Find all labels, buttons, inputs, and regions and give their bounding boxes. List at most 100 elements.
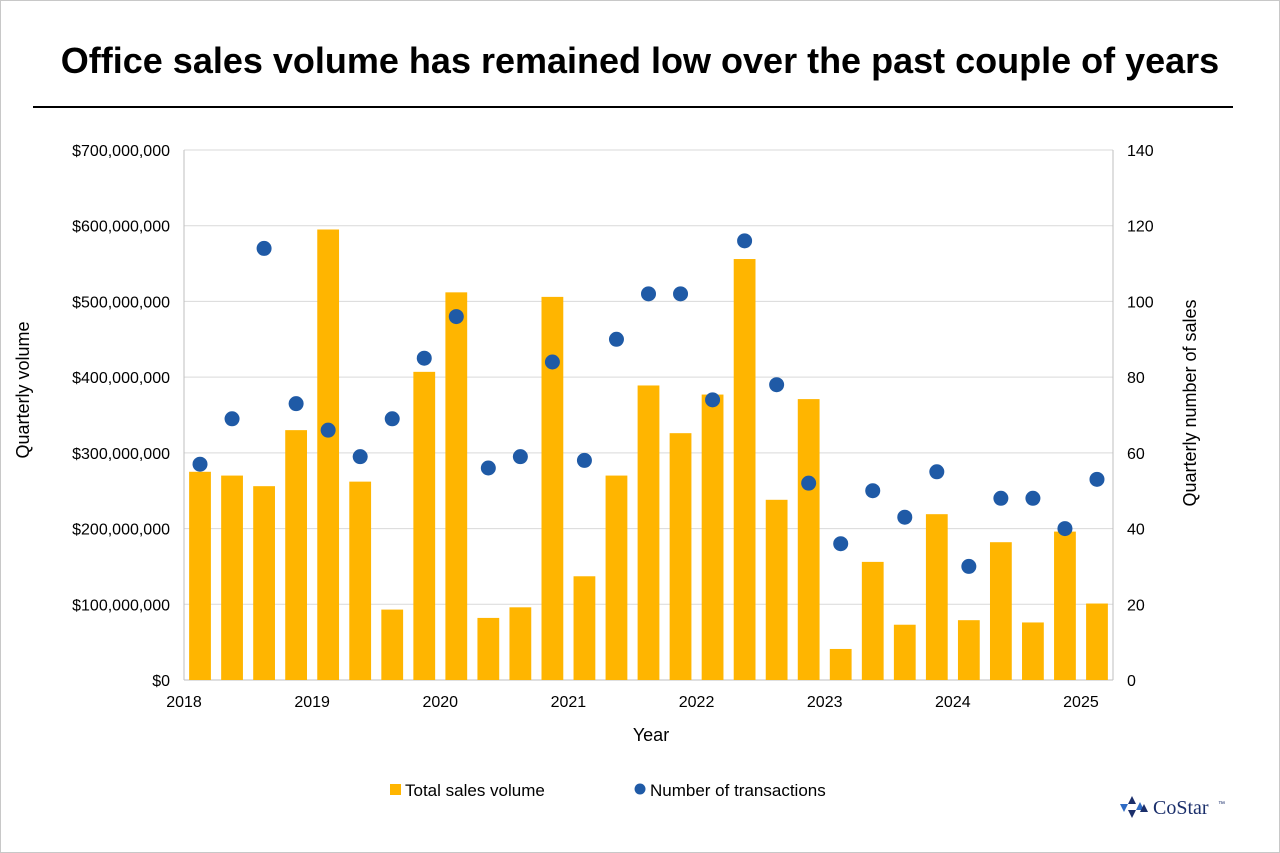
- bar: [413, 371, 436, 680]
- y-tick-label: $400,000,000: [72, 370, 170, 387]
- bar: [957, 620, 980, 680]
- data-point: [961, 558, 977, 574]
- costar-logo: CoStar ™: [1120, 790, 1230, 824]
- legend-swatch-dot: [634, 783, 646, 795]
- data-point: [673, 286, 689, 302]
- x-tick-label: 2023: [807, 694, 843, 711]
- data-point: [737, 233, 753, 249]
- bar: [989, 542, 1012, 680]
- bar: [253, 486, 275, 680]
- bar: [765, 499, 788, 680]
- legend-label-dot: Number of transactions: [650, 781, 826, 800]
- bar: [509, 607, 532, 680]
- y2-tick-label: 60: [1127, 446, 1145, 463]
- data-point: [1057, 521, 1073, 537]
- data-point: [1025, 490, 1041, 506]
- x-axis-ticks: 2018 2019 2020 2021 2022 2023 2024 2025: [166, 694, 1099, 711]
- bar: [381, 609, 404, 680]
- y-tick-label: $700,000,000: [72, 143, 170, 160]
- bar: [829, 648, 852, 680]
- x-tick-label: 2018: [166, 694, 202, 711]
- y-tick-label: $100,000,000: [72, 597, 170, 614]
- x-tick-label: 2022: [679, 694, 715, 711]
- bar: [861, 561, 884, 680]
- bar: [1054, 531, 1076, 680]
- data-point: [865, 483, 881, 499]
- bar: [893, 624, 916, 680]
- x-tick-label: 2020: [422, 694, 458, 711]
- data-point: [512, 449, 528, 465]
- bar: [349, 481, 372, 680]
- x-axis-title: Year: [633, 725, 669, 745]
- y2-tick-label: 0: [1127, 673, 1136, 690]
- legend: Total sales volume Number of transaction…: [390, 781, 826, 800]
- costar-logo-wordmark: CoStar: [1153, 797, 1209, 819]
- bar: [317, 229, 340, 680]
- data-point: [801, 475, 817, 491]
- data-point: [224, 411, 240, 427]
- y2-tick-label: 20: [1127, 597, 1145, 614]
- legend-swatch-bar: [390, 784, 401, 795]
- data-point: [641, 286, 656, 302]
- y-tick-label: $0: [152, 673, 170, 690]
- data-point: [480, 460, 496, 476]
- bar: [1086, 603, 1108, 680]
- right-axis-ticks: 0 20 40 60 80 100 120 140: [1127, 143, 1154, 690]
- data-point: [608, 331, 624, 347]
- data-point: [769, 377, 785, 393]
- x-tick-label: 2021: [551, 694, 587, 711]
- data-point: [833, 536, 849, 552]
- legend-label-bar: Total sales volume: [405, 781, 545, 800]
- dot-series: [192, 233, 1105, 574]
- y-tick-label: $200,000,000: [72, 522, 170, 539]
- bar: [541, 296, 564, 680]
- data-point: [1089, 471, 1105, 487]
- bar: [637, 385, 660, 680]
- bar: [573, 576, 596, 680]
- bar: [605, 475, 628, 680]
- title-divider: [33, 106, 1233, 108]
- y2-tick-label: 40: [1127, 522, 1145, 539]
- data-point: [192, 456, 208, 472]
- data-point: [993, 490, 1009, 506]
- y2-axis-title: Quarterly number of sales: [1180, 299, 1200, 506]
- x-tick-label: 2024: [935, 694, 971, 711]
- data-point: [288, 396, 304, 412]
- costar-logo-mark: CoStar ™: [1120, 796, 1225, 819]
- data-point: [705, 392, 721, 408]
- data-point: [448, 309, 464, 325]
- bar: [189, 471, 211, 680]
- bar: [669, 433, 692, 680]
- bar: [1022, 622, 1044, 680]
- data-point: [352, 449, 368, 465]
- y2-tick-label: 100: [1127, 294, 1154, 311]
- bar: [925, 514, 948, 680]
- bar: [701, 394, 724, 680]
- bar: [285, 430, 308, 680]
- y-tick-label: $300,000,000: [72, 446, 170, 463]
- x-tick-label: 2019: [294, 694, 330, 711]
- y2-tick-label: 120: [1127, 219, 1154, 236]
- y-tick-label: $600,000,000: [72, 219, 170, 236]
- bar: [797, 399, 820, 680]
- bar: [477, 617, 500, 680]
- y2-tick-label: 140: [1127, 143, 1154, 160]
- y-tick-label: $500,000,000: [72, 294, 170, 311]
- data-point: [256, 240, 272, 256]
- bar: [733, 259, 756, 680]
- data-point: [576, 452, 592, 468]
- data-point: [384, 411, 400, 427]
- y2-tick-label: 80: [1127, 370, 1145, 387]
- left-axis-ticks: $0 $100,000,000 $200,000,000 $300,000,000 $4…: [72, 143, 170, 690]
- y-axis-title: Quarterly volume: [13, 321, 33, 458]
- costar-logo-tm: ™: [1218, 801, 1225, 808]
- data-point: [929, 464, 945, 480]
- data-point: [320, 422, 336, 438]
- bar: [445, 292, 468, 680]
- bar: [221, 475, 243, 680]
- data-point: [897, 509, 913, 525]
- x-tick-label: 2025: [1063, 694, 1099, 711]
- chart-title: Office sales volume has remained low ove…: [60, 40, 1220, 81]
- bar-series: [189, 229, 1108, 680]
